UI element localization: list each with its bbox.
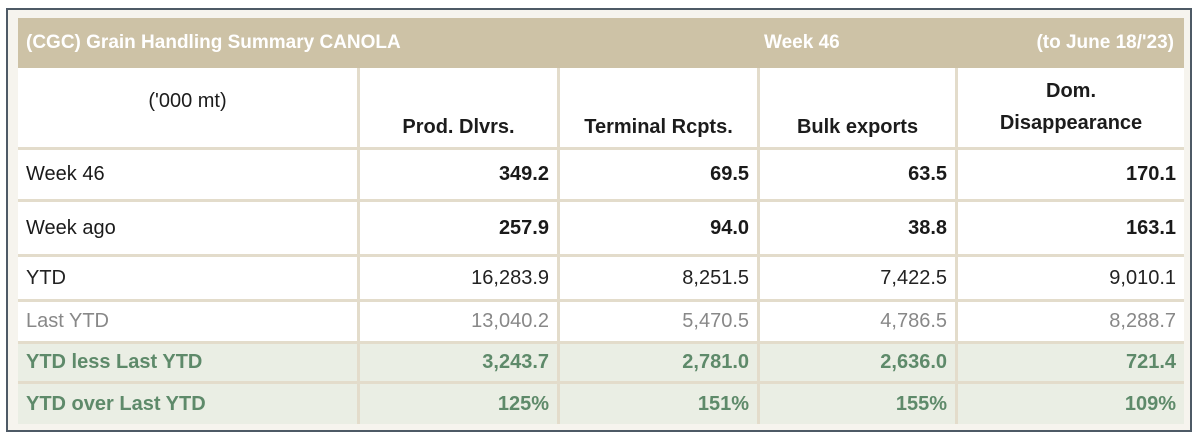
unit-label: ('000 mt)	[18, 68, 360, 150]
column-header-terminal-rcpts: Terminal Rcpts.	[560, 68, 761, 150]
grain-handling-table: (CGC) Grain Handling Summary CANOLA Week…	[18, 18, 1185, 424]
column-header-dom-disappearance: Dom. Disappearance	[958, 68, 1185, 150]
table-row: YTD 16,283.9 8,251.5 7,422.5 9,010.1	[18, 257, 1185, 302]
cell-value: 13,040.2	[360, 302, 560, 344]
table-row: YTD over Last YTD 125% 151% 155% 109%	[18, 384, 1185, 424]
cell-value: 170.1	[958, 150, 1185, 202]
week-label: Week 46	[760, 18, 959, 68]
table-row: Week ago 257.9 94.0 38.8 163.1	[18, 202, 1185, 257]
column-header-dom-line1: Dom.	[1046, 80, 1097, 102]
cell-value: 7,422.5	[760, 257, 959, 302]
cell-value: 163.1	[958, 202, 1185, 257]
column-header-bulk-exports: Bulk exports	[760, 68, 959, 150]
row-label: Week ago	[18, 202, 360, 257]
cell-value: 257.9	[360, 202, 560, 257]
cell-value: 2,781.0	[560, 344, 761, 384]
cell-value: 5,470.5	[560, 302, 761, 344]
table-row: Week 46 349.2 69.5 63.5 170.1	[18, 150, 1185, 202]
cell-value: 3,243.7	[360, 344, 560, 384]
cell-value: 125%	[360, 384, 560, 424]
cell-value: 63.5	[760, 150, 959, 202]
column-header-prod-dlvrs: Prod. Dlvrs.	[360, 68, 560, 150]
row-label: YTD	[18, 257, 360, 302]
cell-value: 151%	[560, 384, 761, 424]
row-label: YTD over Last YTD	[18, 384, 360, 424]
column-header-dom-line2: Disappearance	[999, 112, 1143, 134]
cell-value: 8,251.5	[560, 257, 761, 302]
header-row: ('000 mt) Prod. Dlvrs. Terminal Rcpts. B…	[18, 68, 1185, 150]
cell-value: 349.2	[360, 150, 560, 202]
table-row: Last YTD 13,040.2 5,470.5 4,786.5 8,288.…	[18, 302, 1185, 344]
title-row: (CGC) Grain Handling Summary CANOLA Week…	[18, 18, 1185, 68]
table-title: (CGC) Grain Handling Summary CANOLA	[18, 18, 761, 68]
cell-value: 155%	[760, 384, 959, 424]
cell-value: 4,786.5	[760, 302, 959, 344]
cell-value: 721.4	[958, 344, 1185, 384]
cell-value: 16,283.9	[360, 257, 560, 302]
table-row: YTD less Last YTD 3,243.7 2,781.0 2,636.…	[18, 344, 1185, 384]
cell-value: 8,288.7	[958, 302, 1185, 344]
row-label: Week 46	[18, 150, 360, 202]
cell-value: 109%	[958, 384, 1185, 424]
row-label: YTD less Last YTD	[18, 344, 360, 384]
cell-value: 9,010.1	[958, 257, 1185, 302]
cell-value: 2,636.0	[760, 344, 959, 384]
date-range-label: (to June 18/'23)	[958, 18, 1185, 68]
cell-value: 94.0	[560, 202, 761, 257]
row-label: Last YTD	[18, 302, 360, 344]
cell-value: 69.5	[560, 150, 761, 202]
canola-summary-table-frame: (CGC) Grain Handling Summary CANOLA Week…	[6, 8, 1192, 432]
cell-value: 38.8	[760, 202, 959, 257]
